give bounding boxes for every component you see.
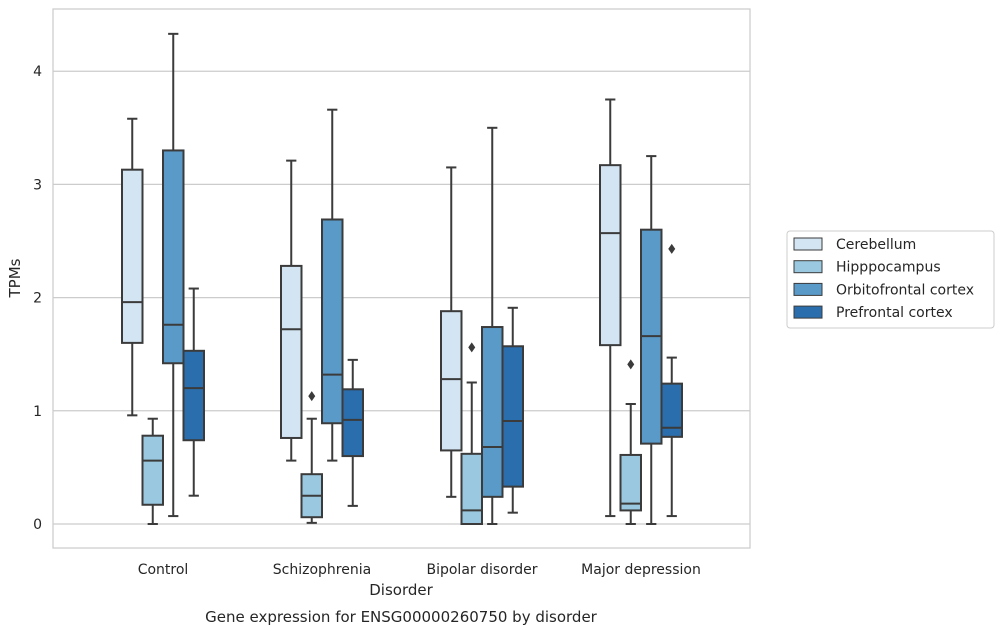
iqr-box [599, 164, 622, 347]
iqr-box [341, 388, 364, 458]
box-cerebellum-schizophrenia [280, 159, 303, 462]
legend-swatch [793, 237, 823, 251]
box-orbitofrontal-cortex-control [162, 32, 185, 518]
legend-item-prefrontal-cortex: Prefrontal cortex [793, 305, 953, 321]
box-hipppocampus-schizophrenia [300, 391, 323, 524]
legend-label: Orbitofrontal cortex [836, 282, 974, 298]
y-axis-title: TPMs [6, 258, 24, 298]
outlier-point [668, 243, 676, 254]
y-axis-ticks: 0 1 2 3 4 [33, 64, 42, 533]
legend-label: Cerebellum [836, 237, 916, 253]
outlier-point [308, 391, 316, 402]
x-axis-ticks: Control Schizophrenia Bipolar disorder Majo… [138, 562, 701, 578]
iqr-box [481, 326, 504, 498]
box-orbitofrontal-cortex-major-depression [640, 155, 663, 525]
plot-frame [52, 8, 751, 549]
legend-item-orbitofrontal-cortex: Orbitofrontal cortex [793, 282, 974, 298]
x-tick-label-bipolar-disorder: Bipolar disorder [426, 562, 537, 578]
y-tick-label: 0 [33, 517, 42, 533]
box-prefrontal-cortex-major-depression [660, 243, 683, 518]
outlier-point [627, 359, 635, 370]
y-tick-label: 3 [33, 177, 42, 193]
box-hipppocampus-bipolar-disorder [460, 342, 483, 526]
legend-swatch [793, 260, 823, 274]
iqr-box [162, 149, 185, 365]
legend-item-hipppocampus: Hipppocampus [793, 260, 941, 276]
box-orbitofrontal-cortex-bipolar-disorder [481, 126, 504, 525]
outlier-point [468, 342, 476, 353]
box-orbitofrontal-cortex-schizophrenia [321, 108, 344, 462]
y-tick-label: 2 [33, 291, 42, 307]
iqr-box [440, 310, 463, 452]
x-tick-label-schizophrenia: Schizophrenia [273, 562, 371, 578]
y-tick-label: 1 [33, 404, 42, 420]
box-prefrontal-cortex-schizophrenia [341, 358, 364, 507]
box-prefrontal-cortex-control [182, 287, 205, 497]
x-tick-label-control: Control [138, 562, 189, 578]
iqr-box [460, 452, 483, 526]
iqr-box [619, 453, 642, 512]
iqr-box [280, 264, 303, 439]
legend-swatch [793, 282, 823, 296]
legend-frame [786, 230, 995, 329]
y-tick-label: 4 [33, 64, 42, 80]
iqr-box [321, 218, 344, 425]
x-axis-title: Disorder [369, 581, 433, 599]
legend: Cerebellum Hipppocampus Orbitofrontal cort… [786, 230, 995, 329]
iqr-box [121, 168, 144, 344]
box-plot-area [121, 32, 683, 526]
iqr-box [501, 345, 524, 488]
legend-label: Prefrontal cortex [836, 305, 953, 321]
box-hipppocampus-major-depression [619, 359, 642, 525]
x-tick-label-major-depression: Major depression [581, 562, 701, 578]
chart-title: Gene expression for ENSG00000260750 by d… [205, 608, 598, 626]
box-cerebellum-control [121, 117, 144, 417]
iqr-box [660, 382, 683, 438]
box-cerebellum-bipolar-disorder [440, 166, 463, 498]
box-cerebellum-major-depression [599, 98, 622, 518]
box-prefrontal-cortex-bipolar-disorder [501, 306, 524, 514]
iqr-box [141, 434, 164, 506]
legend-label: Hipppocampus [836, 260, 941, 276]
box-hipppocampus-control [141, 417, 164, 525]
iqr-box [182, 349, 205, 442]
legend-item-cerebellum: Cerebellum [793, 237, 916, 253]
legend-swatch [793, 305, 823, 319]
